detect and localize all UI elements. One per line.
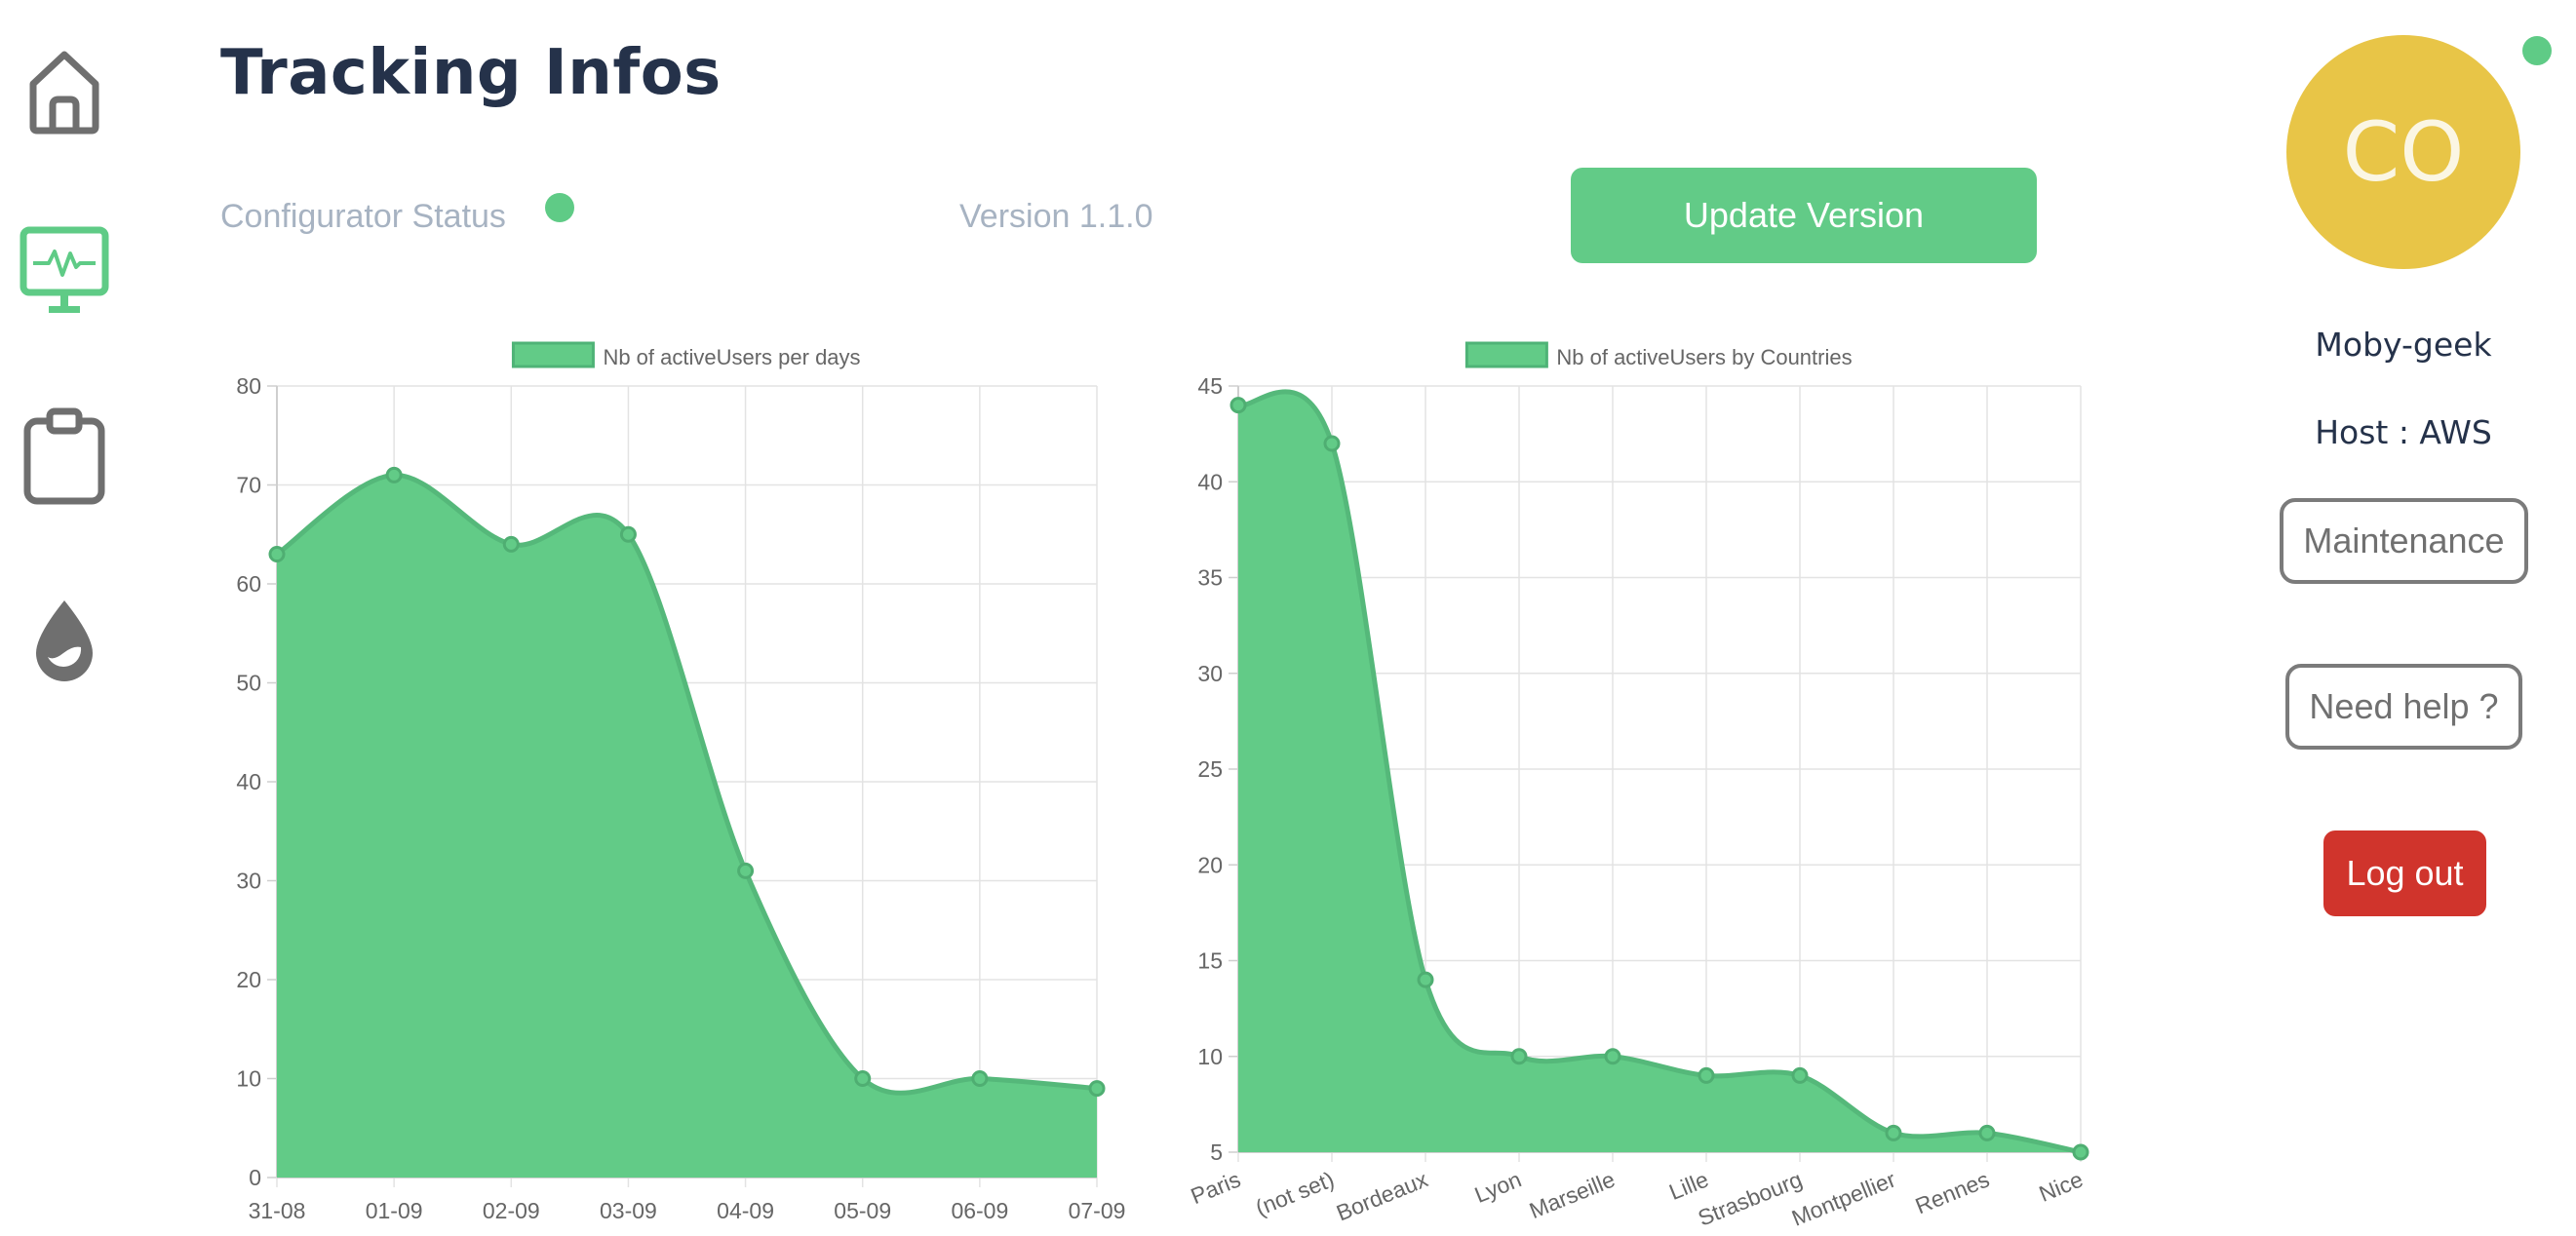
data-point (737, 862, 755, 879)
x-tick-label: Marseille (1526, 1167, 1619, 1224)
x-tick-label: Montpellier (1788, 1166, 1899, 1230)
y-tick-label: 5 (1210, 1139, 1223, 1165)
chart-legend-swatch (511, 341, 595, 368)
x-tick-label: 03-09 (600, 1198, 657, 1223)
data-point (619, 525, 637, 543)
monitor-heartbeat-icon (20, 226, 109, 313)
update-version-button[interactable]: Update Version (1571, 168, 2037, 263)
data-point (385, 466, 403, 483)
data-point (1604, 1048, 1621, 1065)
data-point (268, 546, 286, 563)
series-line (1237, 389, 2082, 1155)
y-tick-label: 30 (1197, 661, 1223, 686)
x-tick-label: Lille (1665, 1167, 1712, 1205)
x-tick-label: 31-08 (249, 1198, 306, 1223)
data-point (1791, 1066, 1809, 1084)
y-tick-label: 10 (1197, 1044, 1223, 1069)
y-tick-label: 15 (1197, 948, 1223, 974)
username: Moby-geek (2315, 326, 2492, 364)
active-users-per-day-chart: Nb of activeUsers per days 0 10 20 30 40 50 60 7… (236, 341, 1126, 1223)
y-tick-label: 80 (236, 373, 261, 399)
x-tick-label: Paris (1188, 1167, 1244, 1210)
sidebar (0, 0, 137, 1236)
chart-legend-label: Nb of activeUsers per days (603, 345, 860, 369)
status-indicator (545, 193, 574, 222)
y-tick-label: 10 (236, 1066, 261, 1092)
y-tick-label: 70 (236, 473, 261, 498)
x-tick-label: Rennes (1912, 1167, 1993, 1219)
y-tick-label: 45 (1197, 373, 1223, 399)
drop-icon (36, 600, 93, 681)
sidebar-item-home[interactable] (14, 39, 115, 140)
sidebar-item-monitoring[interactable] (14, 220, 115, 322)
data-point (502, 535, 520, 553)
x-tick-label: 02-09 (483, 1198, 540, 1223)
y-tick-label: 20 (1197, 852, 1223, 877)
need-help-button[interactable]: Need help ? (2285, 664, 2522, 750)
data-point (1885, 1124, 1902, 1141)
data-point (1088, 1080, 1106, 1098)
data-point (1978, 1124, 1996, 1141)
series-line (275, 472, 1098, 1096)
x-tick-label: Lyon (1471, 1167, 1525, 1208)
x-tick-label: Nice (2035, 1167, 2086, 1207)
y-tick-label: 40 (236, 769, 261, 794)
x-tick-label: 05-09 (834, 1198, 891, 1223)
active-users-by-countries-chart: Nb of activeUsers by Countries 5 10 15 20 25 3… (1188, 341, 2089, 1231)
x-tick-label: Strasbourg (1695, 1167, 1806, 1231)
x-tick-label: 01-09 (366, 1198, 423, 1223)
version-label: Version 1.1.0 (959, 198, 1153, 235)
data-point (1229, 397, 1247, 414)
y-tick-label: 30 (236, 869, 261, 894)
data-point (854, 1070, 872, 1087)
home-icon (29, 51, 99, 135)
maintenance-button[interactable]: Maintenance (2280, 498, 2528, 584)
logout-button[interactable]: Log out (2323, 830, 2486, 916)
configurator-status-label: Configurator Status (220, 198, 506, 235)
y-tick-label: 20 (236, 967, 261, 992)
data-point (971, 1070, 989, 1087)
y-tick-label: 25 (1197, 756, 1223, 782)
online-status-dot (2522, 36, 2552, 65)
y-tick-label: 40 (1197, 469, 1223, 494)
data-point (1698, 1066, 1715, 1084)
clipboard-icon (23, 407, 105, 505)
x-tick-label: 06-09 (951, 1198, 1008, 1223)
y-tick-label: 60 (236, 571, 261, 597)
chart-legend-label: Nb of activeUsers by Countries (1556, 345, 1852, 369)
host-info: Host : AWS (2315, 413, 2492, 451)
x-tick-label: Bordeaux (1333, 1166, 1431, 1225)
series-area (1238, 391, 2081, 1152)
sidebar-item-theme[interactable] (14, 591, 115, 692)
y-tick-label: 35 (1197, 565, 1223, 591)
data-point (1323, 435, 1341, 452)
series-area (277, 475, 1097, 1178)
x-tick-label: (not set) (1252, 1167, 1338, 1221)
data-point (2072, 1143, 2089, 1161)
x-tick-label: 04-09 (717, 1198, 774, 1223)
data-point (1417, 971, 1434, 988)
y-tick-label: 50 (236, 671, 261, 696)
chart-legend-swatch (1464, 341, 1548, 368)
data-point (1510, 1048, 1528, 1065)
avatar[interactable]: CO (2286, 35, 2520, 269)
x-tick-label: 07-09 (1069, 1198, 1126, 1223)
avatar-initials: CO (2342, 104, 2465, 200)
y-tick-label: 0 (249, 1165, 261, 1190)
page-title: Tracking Infos (220, 37, 722, 109)
sidebar-item-clipboard[interactable] (14, 406, 115, 507)
